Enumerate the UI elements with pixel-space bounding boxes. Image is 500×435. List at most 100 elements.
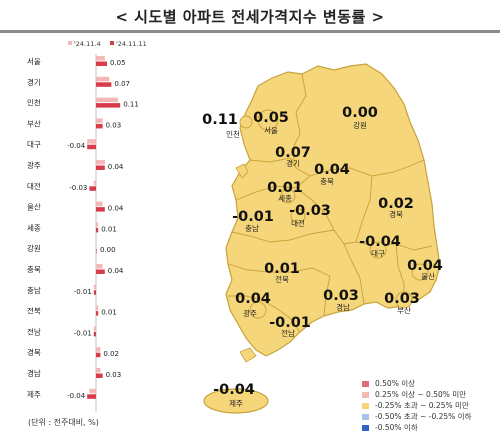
- region-name: 대전: [291, 218, 305, 228]
- category-label: 경북: [27, 347, 41, 357]
- category-label: 서울: [27, 57, 41, 66]
- bar-prev: [96, 201, 103, 207]
- bar-curr: [96, 123, 103, 129]
- region-name: 충남: [245, 224, 259, 233]
- region-name: 세종: [278, 194, 292, 203]
- bar-prev: [93, 284, 96, 290]
- bar-prev: [96, 76, 110, 82]
- region-value: -0.01: [269, 315, 311, 331]
- gwangju-area: [249, 301, 267, 319]
- value-label: 0.07: [114, 80, 130, 88]
- legend-label-1: '24.11.11: [116, 40, 147, 48]
- incheon-area: [239, 115, 253, 129]
- legend-row-3: -0.50% 초과 ~ -0.25% 이하: [362, 411, 471, 422]
- bar-curr: [96, 311, 99, 316]
- bar-prev: [96, 347, 101, 352]
- value-label: 0.02: [103, 350, 119, 358]
- value-label: -0.04: [67, 392, 86, 400]
- bar-prev: [96, 118, 103, 123]
- category-label: 전북: [27, 306, 41, 316]
- seoul-area: [257, 109, 279, 131]
- category-label: 광주: [27, 160, 41, 170]
- bar-prev: [96, 97, 118, 103]
- region-name: 서울: [264, 126, 278, 135]
- region-name: 경남: [336, 302, 350, 312]
- map-mainland: [225, 63, 441, 357]
- legend-swatch: [362, 380, 369, 387]
- region-value: 0.01: [267, 180, 303, 196]
- bar-prev: [89, 388, 96, 394]
- chart-title: < 시도별 아파트 전세가격지수 변동률 >: [115, 8, 385, 26]
- sejong-area: [280, 188, 296, 204]
- bar-prev: [96, 368, 101, 373]
- bar-prev: [87, 139, 96, 144]
- busan-area: [395, 291, 413, 309]
- region-value: -0.04: [359, 234, 401, 250]
- region-value: 0.04: [407, 258, 443, 274]
- category-label: 제주: [27, 390, 41, 399]
- bar-curr: [96, 103, 121, 108]
- value-label: -0.01: [74, 288, 92, 296]
- category-label: 경기: [27, 77, 41, 87]
- daegu-area: [369, 241, 387, 259]
- bar-curr: [96, 227, 99, 233]
- value-label: 0.04: [108, 163, 124, 171]
- bar-curr: [96, 269, 105, 274]
- value-label: 0.01: [101, 225, 117, 233]
- region-value: 0.07: [275, 145, 311, 161]
- bar-curr: [96, 352, 101, 358]
- value-label: 0.01: [101, 309, 117, 317]
- bar-curr: [96, 248, 97, 254]
- bar-curr: [87, 144, 96, 150]
- unit-note: (단위 : 전주대비, %): [28, 418, 99, 427]
- legend-row-2: -0.25% 초과 ~ 0.25% 미만: [362, 400, 471, 411]
- legend-swatch: [362, 413, 369, 420]
- region-name: 전북: [275, 274, 289, 284]
- legend-row-4: -0.50% 이하: [362, 422, 471, 433]
- legend-label-0: '24.11.4: [74, 40, 101, 48]
- bar-curr: [96, 373, 103, 378]
- title-underline: [0, 30, 500, 33]
- bar-curr: [96, 165, 105, 170]
- value-label: -0.04: [67, 142, 86, 150]
- value-label: 0.04: [108, 205, 124, 213]
- region-value: 0.11: [202, 112, 238, 128]
- bar-prev: [96, 305, 99, 311]
- legend-label: -0.50% 초과 ~ -0.25% 이하: [375, 412, 472, 421]
- legend-row-0: 0.50% 이상: [362, 378, 471, 389]
- region-value: 0.05: [253, 110, 289, 126]
- region-value: -0.01: [232, 209, 274, 225]
- legend-swatch-1: [110, 41, 114, 45]
- value-label: 0.03: [106, 121, 122, 129]
- legend-swatch-0: [68, 41, 72, 45]
- region-name: 강원: [353, 120, 367, 130]
- bar-prev: [93, 180, 96, 186]
- bar-curr: [96, 61, 107, 66]
- bar-prev: [93, 326, 96, 331]
- bar-curr: [93, 331, 96, 337]
- map-legend: 0.50% 이상 0.25% 이상 ~ 0.50% 미만 -0.25% 초과 ~ 0…: [362, 378, 471, 433]
- bar-prev: [96, 160, 105, 165]
- legend-swatch: [362, 424, 369, 431]
- region-borders: [227, 73, 433, 333]
- region-name: 경기: [286, 158, 300, 168]
- legend-label: 0.50% 이상: [375, 379, 416, 388]
- bar-prev: [96, 222, 99, 227]
- value-label: 0.03: [106, 371, 122, 379]
- bar-curr: [93, 290, 96, 295]
- category-label: 부산: [27, 118, 41, 128]
- legend-swatch: [362, 402, 369, 409]
- region-value: 0.03: [384, 291, 420, 307]
- bar-prev: [96, 243, 97, 248]
- value-label: 0.11: [123, 101, 139, 109]
- region-name: 충북: [320, 177, 334, 186]
- bar-prev: [96, 56, 105, 61]
- region-name: 울산: [421, 271, 435, 281]
- region-value: -0.04: [213, 382, 255, 398]
- category-label: 경남: [27, 368, 41, 378]
- region-value: 0.04: [235, 291, 271, 307]
- category-label: 충남: [27, 286, 41, 295]
- region-value: 0.02: [378, 196, 414, 212]
